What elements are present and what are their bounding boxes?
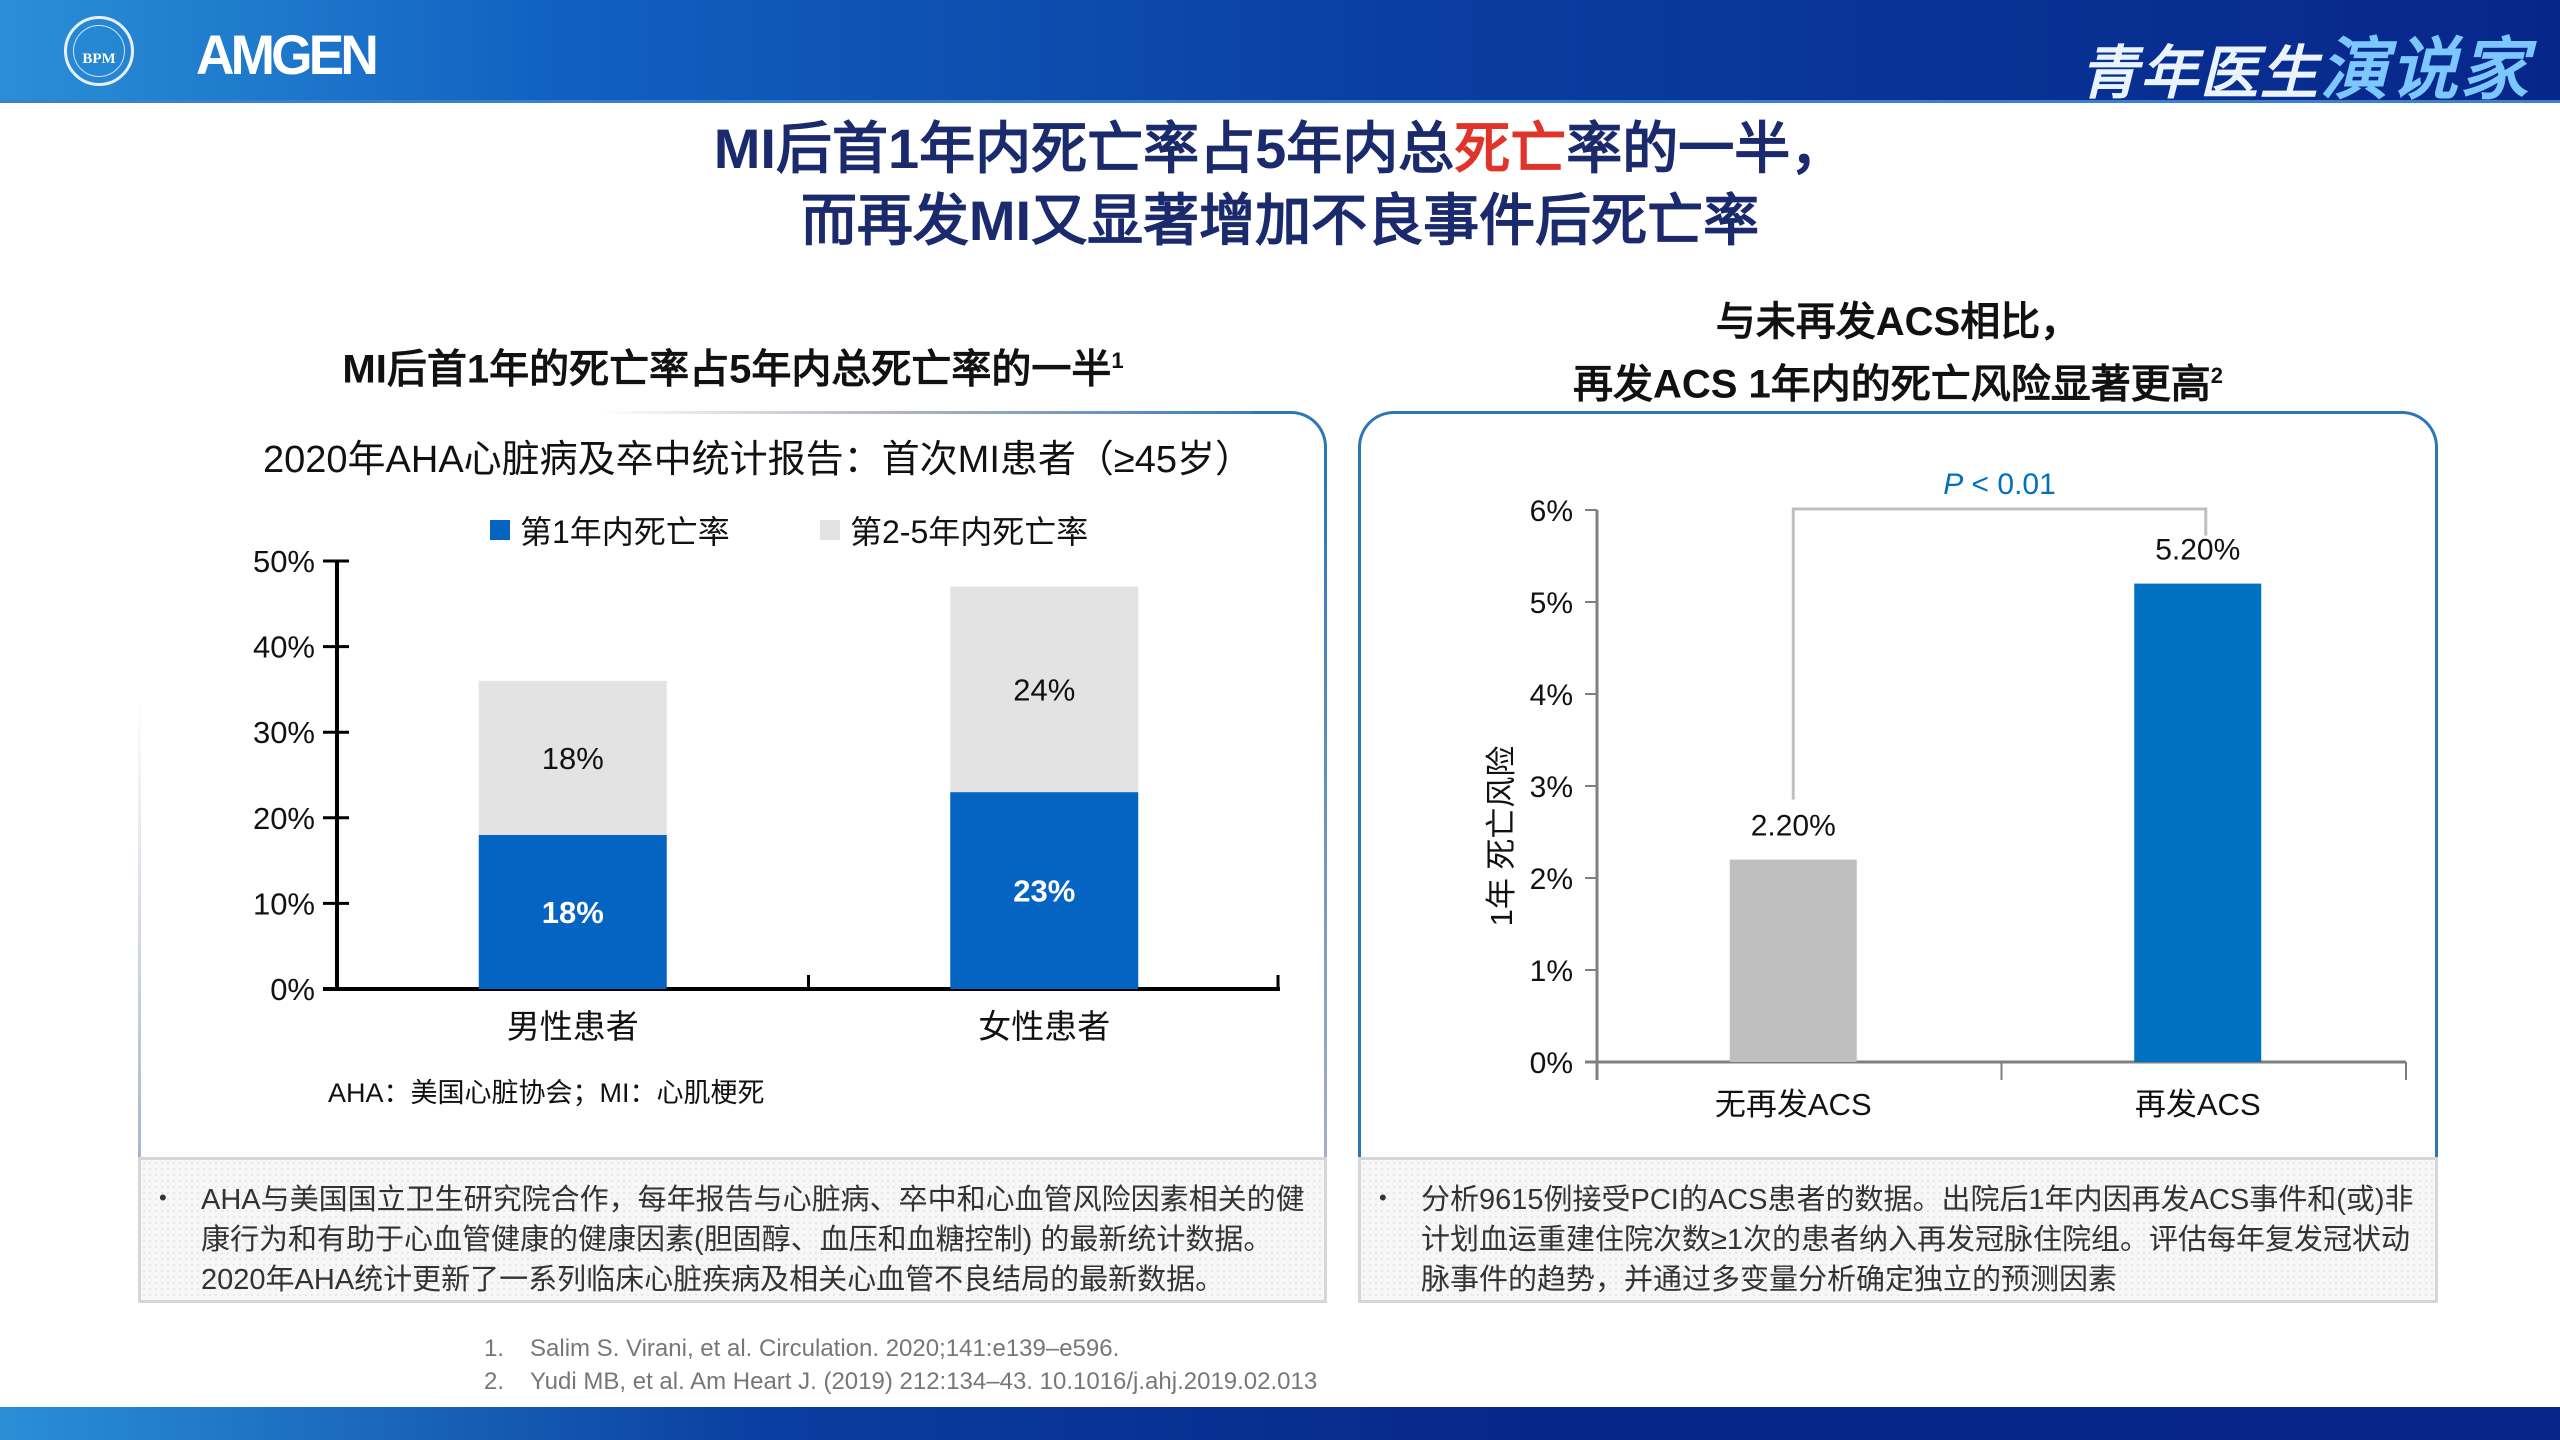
bar (1729, 859, 1857, 1062)
panel-border (1255, 411, 1327, 483)
y-axis-label: 1年 死亡风险 (1484, 746, 1519, 927)
y-tick-label: 50% (253, 544, 315, 579)
reference-number: 1. (484, 1335, 505, 1362)
y-tick-label: 1% (1530, 955, 1573, 988)
top-banner: BPM AMGEN 青年医生演说家 (0, 0, 2560, 108)
bar (2134, 583, 2262, 1062)
brand-part2: 演说家 (2319, 32, 2530, 108)
x-tick-label: 男性患者 (507, 1008, 639, 1045)
bar-segment (950, 792, 1139, 989)
data-label: 18% (542, 895, 604, 930)
page-title-line2: 而再发MI又显著增加不良事件后死亡率 (800, 189, 1760, 252)
note-text: 分析9615例接受PCI的ACS患者的数据。出院后1年内因再发ACS事件和(或)… (1421, 1184, 2414, 1296)
right-section-heading: 与未再发ACS相比， 再发ACS 1年内的死亡风险显著更高2 (1358, 295, 2438, 411)
bottom-banner (0, 1407, 2560, 1440)
panel-border (600, 411, 1290, 414)
brand-part1: 青年医生 (2079, 41, 2320, 106)
y-tick-label: 2% (1530, 863, 1573, 896)
x-tick-label: 无再发ACS (1715, 1087, 1872, 1122)
title-text: MI后首1年内死亡率占5年内总 (713, 117, 1455, 180)
bullet: • (1379, 1185, 1387, 1210)
legend-swatch (820, 520, 840, 540)
y-tick-label: 4% (1530, 679, 1573, 712)
y-tick-label: 20% (253, 801, 315, 836)
left-section-heading: MI后首1年的死亡率占5年内总死亡率的一半1 (138, 334, 1328, 396)
bpm-seal-logo: BPM (64, 16, 134, 86)
y-tick-label: 40% (253, 630, 315, 665)
legend-item: 第1年内死亡率 (490, 507, 730, 553)
heading-line2: 再发ACS 1年内的死亡风险显著更高 (1572, 362, 2211, 407)
legend-swatch (490, 520, 510, 540)
footnote-ref: 1 (1111, 348, 1124, 373)
heading-line1: 与未再发ACS相比， (1715, 300, 2081, 344)
y-tick-label: 5% (1530, 587, 1573, 620)
abbreviation-note: AHA：美国心脏协会；MI：心肌梗死 (328, 1078, 765, 1108)
panel-border (138, 700, 141, 1164)
y-tick-label: 30% (253, 715, 315, 750)
significance-bracket (1791, 507, 2208, 800)
reference-text: Yudi MB, et al. Am Heart J. (2019) 212:1… (530, 1368, 1318, 1395)
reference-item: 1. Salim S. Virani, et al. Circulation. 2… (484, 1332, 1317, 1365)
data-label: 2.20% (1751, 810, 1836, 843)
bullet: • (159, 1185, 167, 1210)
x-tick-label: 女性患者 (978, 1008, 1110, 1045)
right-note-box: • 分析9615例接受PCI的ACS患者的数据。出院后1年内因再发ACS事件和(… (1358, 1157, 2438, 1303)
footnote-ref: 2 (2210, 363, 2224, 388)
stacked-bar-chart: 0% 10% 20% 30% 40% 50% 18% 18% 男性患者 23% 24% 女性患者 (253, 544, 1280, 1045)
bar-segment (950, 586, 1139, 793)
seal-text: BPM (82, 51, 116, 67)
brand-logo: 青年医生演说家 (2080, 14, 2530, 113)
note-text: AHA与美国国立卫生研究院合作，每年报告与心脏病、卒中和心血管风险因素相关的健康… (201, 1184, 1305, 1296)
bar-segment (478, 834, 667, 989)
y-tick-label: 0% (270, 972, 315, 1007)
y-tick-label: 6% (1530, 495, 1573, 528)
legend-label: 第1年内死亡率 (520, 514, 730, 550)
reference-text: Salim S. Virani, et al. Circulation. 202… (530, 1335, 1120, 1362)
legend-item: 第2-5年内死亡率 (820, 507, 1088, 553)
left-note-box: • AHA与美国国立卫生研究院合作，每年报告与心脏病、卒中和心血管风险因素相关的… (138, 1157, 1327, 1303)
data-label: 18% (542, 741, 604, 776)
title-text: 率的一半， (1566, 117, 1847, 180)
bar-chart: 0% 1% 2% 3% 4% 5% 6% 2.20% 无再发ACS 5.20% 再发ACS P < 0… (1484, 468, 2407, 1122)
data-label: 5.20% (2155, 534, 2240, 567)
bar-segment (478, 680, 667, 835)
legend-label: 第2-5年内死亡率 (850, 514, 1089, 550)
x-tick-label: 再发ACS (2135, 1087, 2261, 1122)
reference-number: 2. (484, 1368, 505, 1395)
chart-subtitle: 2020年AHA心脏病及卒中统计报告：首次MI患者（≥45岁） (263, 439, 1254, 481)
data-label: 23% (1013, 874, 1075, 909)
heading-text: MI后首1年的死亡率占5年内总死亡率的一半 (342, 347, 1112, 392)
panel-border (1324, 480, 1327, 1164)
y-tick-label: 10% (253, 886, 315, 921)
p-value-annotation: P < 0.01 (1943, 468, 2056, 501)
references: 1. Salim S. Virani, et al. Circulation. 2… (484, 1332, 1317, 1398)
amgen-logo: AMGEN (196, 23, 379, 86)
reference-item: 2. Yudi MB, et al. Am Heart J. (2019) 212… (484, 1365, 1317, 1398)
y-tick-label: 0% (1530, 1047, 1573, 1080)
data-label: 24% (1013, 672, 1075, 707)
page-title-line1: MI后首1年内死亡率占5年内总死亡率的一半， (0, 113, 2560, 185)
y-tick-label: 3% (1530, 771, 1573, 804)
title-highlight: 死亡 (1454, 117, 1567, 180)
